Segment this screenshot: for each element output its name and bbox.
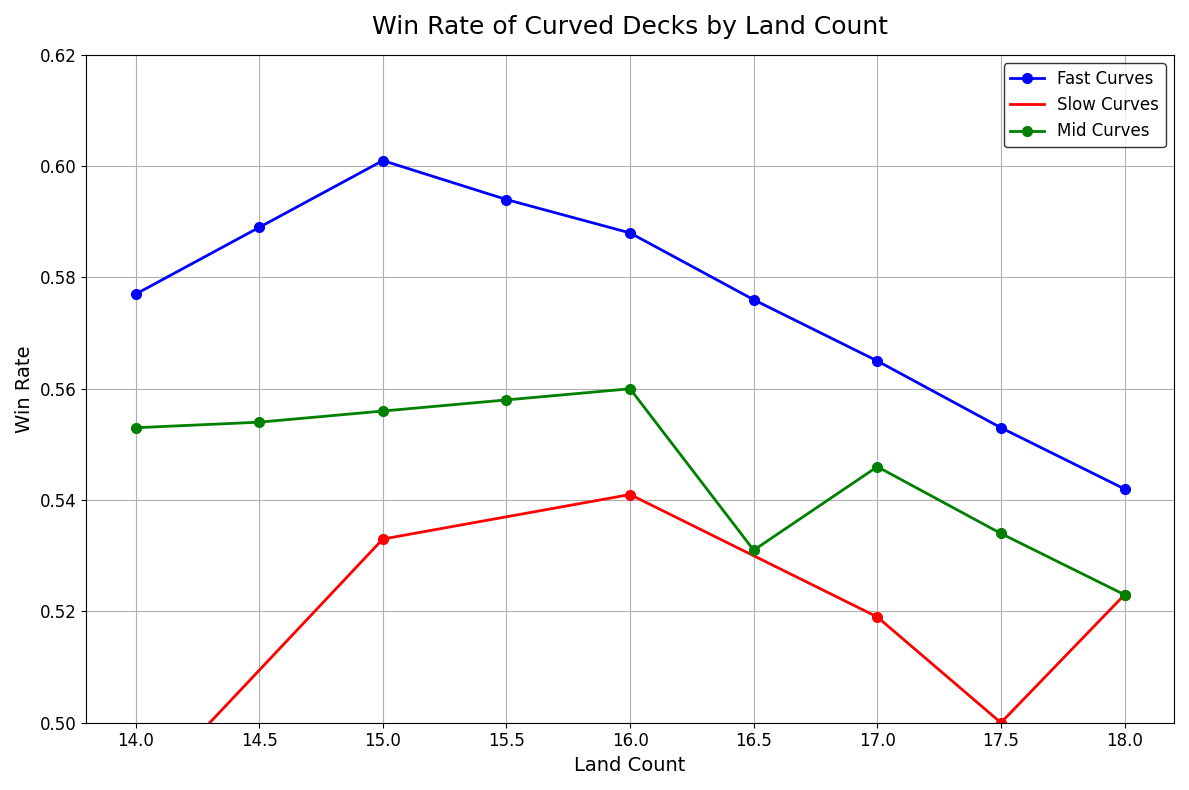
Fast Curves bbox=[128, 289, 143, 299]
Slow Curves bbox=[870, 612, 885, 622]
Y-axis label: Win Rate: Win Rate bbox=[15, 345, 34, 433]
Fast Curves bbox=[499, 195, 514, 205]
Fast Curves bbox=[1118, 484, 1132, 494]
Fast Curves bbox=[747, 295, 761, 304]
Title: Win Rate of Curved Decks by Land Count: Win Rate of Curved Decks by Land Count bbox=[372, 15, 888, 39]
Mid Curves bbox=[376, 406, 390, 416]
Slow Curves bbox=[994, 718, 1008, 728]
Fast Curves bbox=[994, 423, 1008, 432]
Slow Curves bbox=[202, 718, 216, 728]
Slow Curves bbox=[376, 534, 390, 544]
Mid Curves bbox=[623, 384, 637, 393]
Fast Curves bbox=[623, 228, 637, 238]
Line: Fast Curves: Fast Curves bbox=[131, 156, 1130, 494]
Legend: Fast Curves, Slow Curves, Mid Curves: Fast Curves, Slow Curves, Mid Curves bbox=[1004, 63, 1165, 147]
Mid Curves bbox=[747, 545, 761, 555]
Line: Slow Curves: Slow Curves bbox=[209, 495, 1125, 723]
Mid Curves bbox=[128, 423, 143, 432]
Mid Curves bbox=[994, 529, 1008, 538]
Fast Curves bbox=[870, 356, 885, 366]
X-axis label: Land Count: Land Count bbox=[574, 756, 686, 775]
Slow Curves bbox=[623, 490, 637, 499]
Slow Curves bbox=[1118, 590, 1132, 600]
Fast Curves bbox=[252, 223, 266, 232]
Mid Curves bbox=[252, 417, 266, 427]
Mid Curves bbox=[499, 395, 514, 404]
Mid Curves bbox=[870, 462, 885, 472]
Line: Mid Curves: Mid Curves bbox=[131, 384, 1130, 600]
Mid Curves bbox=[1118, 590, 1132, 600]
Fast Curves bbox=[376, 156, 390, 165]
